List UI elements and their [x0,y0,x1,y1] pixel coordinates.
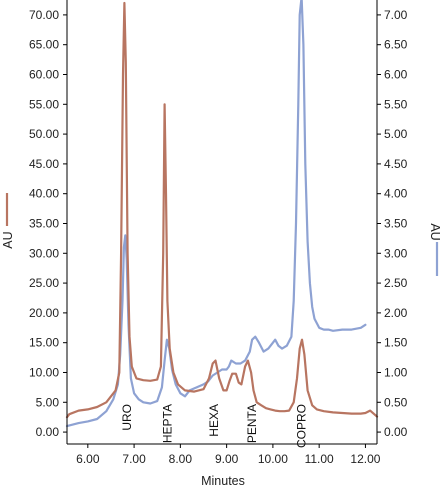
right-y-tick-label: 6.00 [384,67,408,81]
x-tick-label: 11.00 [305,452,334,466]
right-y-tick-label: 3.00 [384,246,408,260]
left-y-tick-label: 50.00 [29,127,59,141]
left-axis-trace [65,1,379,419]
peak-label-hexa: HEXA [207,404,221,437]
right-y-tick-label: 5.00 [384,127,408,141]
right-y-tick-label: 0.00 [384,425,408,439]
left-y-tick-label: 10.00 [29,365,59,379]
x-axis-title: Minutes [201,474,245,488]
x-axis-ticks: 6.00 7.00 8.00 9.00 10.00 11.00 12.00 [76,444,381,466]
x-tick-label: 7.00 [122,452,146,466]
x-tick-label: 6.00 [76,452,100,466]
peak-label-copro: COPRO [295,404,309,448]
plot-frame [66,0,378,445]
left-y-tick-label: 25.00 [29,276,59,290]
x-tick-label: 12.00 [350,452,380,466]
left-y-tick-label: 40.00 [29,187,59,201]
left-y-tick-label: 5.00 [36,395,60,409]
peak-label-hepta: HEPTA [160,404,174,443]
left-y-tick-label: 55.00 [29,97,59,111]
peak-label-uro: URO [120,404,134,431]
right-y-tick-label: 4.50 [384,157,408,171]
right-y-tick-label: 2.00 [384,306,408,320]
right-y-axis-title: AU [428,223,442,240]
x-tick-label: 9.00 [215,452,239,466]
right-y-tick-label: 4.00 [384,187,408,201]
right-y-tick-label: 3.50 [384,216,408,230]
chromatogram-traces [65,0,379,428]
right-y-tick-label: 2.50 [384,276,408,290]
left-y-tick-label: 20.00 [29,306,59,320]
right-y-tick-label: 1.50 [384,336,408,350]
peak-labels: URO HEPTA HEXA PENTA COPRO [120,404,309,448]
x-tick-label: 8.00 [169,452,193,466]
right-y-axis-ticks: 0.00 0.50 1.00 1.50 2.00 2.50 3.00 3.50 4.00 4.50… [377,8,408,439]
peak-label-penta: PENTA [245,404,259,443]
left-y-tick-label: 15.00 [29,336,59,350]
right-y-tick-label: 6.50 [384,38,408,52]
left-y-tick-label: 60.00 [29,67,59,81]
left-y-axis-ticks: 0.00 5.00 10.00 15.00 20.00 25.00 30.00 35.00 40… [29,8,67,439]
left-y-tick-label: 70.00 [29,8,59,22]
x-tick-label: 10.00 [258,452,288,466]
left-y-tick-label: 45.00 [29,157,59,171]
left-y-tick-label: 0.00 [36,425,60,439]
left-y-tick-label: 35.00 [29,216,59,230]
right-y-tick-label: 7.00 [384,8,408,22]
left-y-axis-title: AU [1,231,15,248]
left-y-tick-label: 30.00 [29,246,59,260]
right-y-tick-label: 0.50 [384,395,408,409]
right-y-tick-label: 1.00 [384,365,408,379]
left-y-tick-label: 65.00 [29,38,59,52]
right-y-tick-label: 5.50 [384,97,408,111]
